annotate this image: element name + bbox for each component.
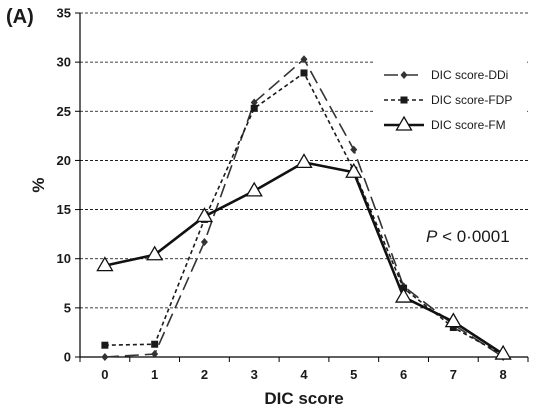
diamond-point bbox=[250, 98, 258, 107]
legend-marker bbox=[400, 71, 408, 79]
y-tick-label: 15 bbox=[57, 202, 71, 217]
diamond-point bbox=[101, 353, 109, 361]
x-tick-label: 5 bbox=[350, 367, 357, 382]
panel-label: (A) bbox=[6, 6, 34, 28]
triangle-point bbox=[245, 181, 263, 197]
y-tick-label: 25 bbox=[57, 104, 71, 119]
square-point bbox=[300, 69, 308, 77]
triangle-point bbox=[96, 256, 114, 272]
y-tick-label: 5 bbox=[64, 300, 71, 315]
p-value-annotation: P < 0·0001 bbox=[426, 227, 510, 246]
triangle-point bbox=[195, 207, 214, 223]
triangle-point bbox=[345, 162, 363, 178]
x-tick-label: 3 bbox=[251, 367, 258, 382]
triangle-point bbox=[394, 287, 413, 303]
square-point bbox=[151, 340, 159, 348]
diamond-point bbox=[200, 238, 208, 247]
series-line-triangle bbox=[104, 161, 504, 356]
diamond-point bbox=[350, 145, 358, 154]
x-axis-title: DIC score bbox=[264, 389, 343, 408]
x-tick-label: 7 bbox=[450, 367, 457, 382]
triangle-point bbox=[146, 245, 164, 261]
square-point bbox=[101, 341, 109, 349]
legend-marker bbox=[395, 115, 413, 131]
x-tick-label: 2 bbox=[201, 367, 208, 382]
triangle-point bbox=[494, 344, 512, 360]
x-tick-label: 4 bbox=[300, 367, 308, 382]
y-tick-label: 20 bbox=[57, 153, 71, 168]
x-tick-label: 0 bbox=[101, 367, 108, 382]
y-axis-title: % bbox=[29, 177, 48, 192]
y-tick-label: 0 bbox=[64, 350, 71, 365]
diamond-point bbox=[151, 350, 159, 359]
triangle-point bbox=[295, 153, 313, 169]
legend-marker bbox=[400, 96, 408, 104]
legend-label: DIC score-DDi bbox=[431, 68, 508, 82]
x-tick-label: 6 bbox=[400, 367, 407, 382]
x-tick-label: 8 bbox=[499, 367, 506, 382]
x-tick-label: 1 bbox=[151, 367, 158, 382]
y-tick-label: 30 bbox=[57, 55, 71, 70]
legend-label: DIC score-FDP bbox=[431, 93, 512, 107]
y-tick-label: 10 bbox=[57, 251, 71, 266]
triangle-point bbox=[444, 312, 462, 328]
square-point bbox=[449, 324, 457, 332]
y-tick-label: 35 bbox=[57, 6, 71, 21]
square-point bbox=[250, 104, 258, 112]
diamond-point bbox=[300, 55, 308, 64]
legend-label: DIC score-FM bbox=[431, 118, 506, 132]
